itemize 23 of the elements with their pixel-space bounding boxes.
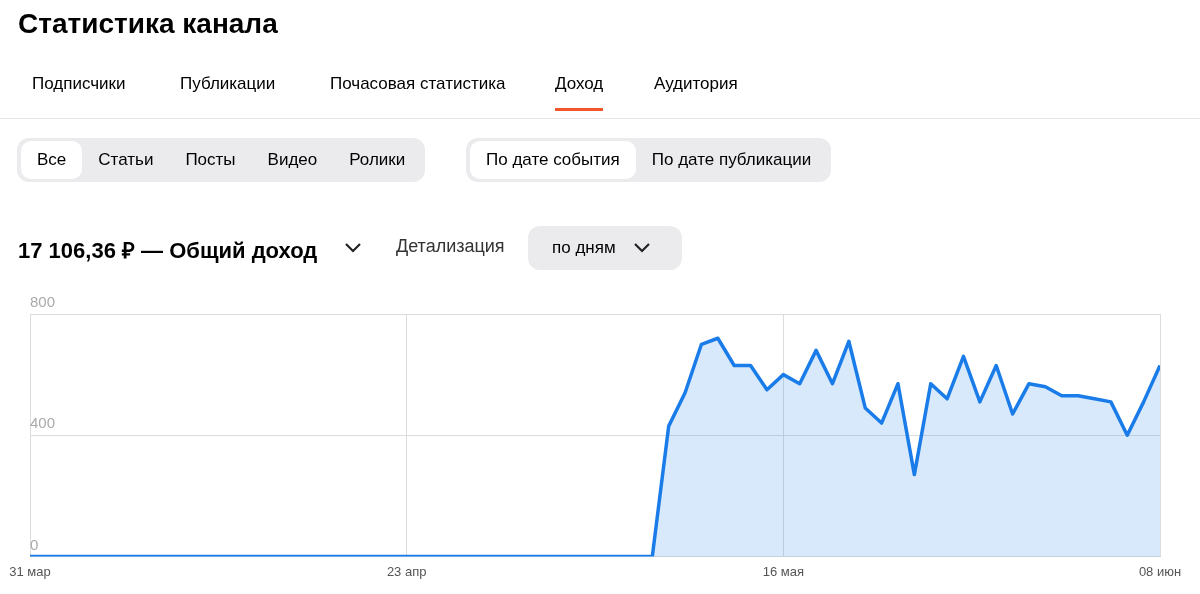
x-tick-label: 23 апр — [386, 563, 427, 579]
y-tick-label: 0 — [30, 535, 39, 553]
text: Статьи — [97, 149, 155, 171]
text: Публикации — [180, 74, 276, 95]
chart-subtitle: 17 106,36 ₽ — Общий доход — [18, 237, 318, 264]
text: Доход — [555, 74, 604, 111]
x-tick-label: 08 июн — [1138, 563, 1182, 579]
y-tick-label: 800 — [30, 293, 56, 311]
text: по дням — [552, 238, 616, 258]
text: По дате события — [470, 141, 636, 179]
text: Видео — [266, 149, 319, 171]
x-tick-label: 31 мар — [9, 563, 51, 579]
text: Подписчики — [32, 74, 126, 95]
text: Аудитория — [654, 74, 738, 95]
text: Детализация — [396, 236, 505, 257]
x-tick-label: 16 мая — [762, 563, 804, 579]
text: Ролики — [348, 149, 407, 171]
chart-title: Статистика канала — [18, 8, 278, 40]
text: Посты — [184, 149, 237, 171]
y-tick-label: 400 — [30, 414, 56, 432]
text: Все — [21, 141, 83, 179]
text: Почасовая статистика — [330, 74, 506, 95]
text: По дате публикации — [650, 149, 813, 171]
